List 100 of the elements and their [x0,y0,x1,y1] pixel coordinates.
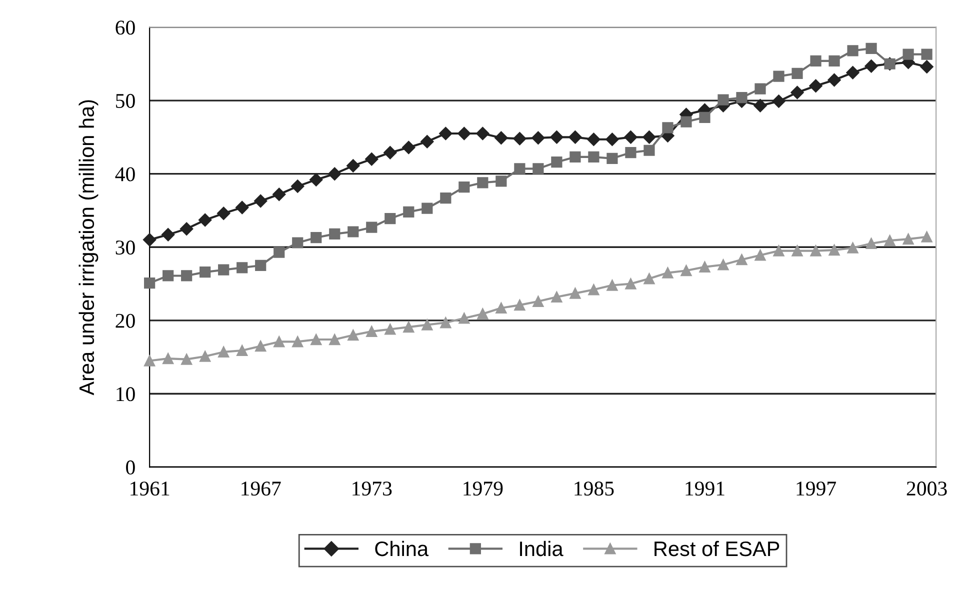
point [329,228,340,240]
point [218,346,230,358]
point [662,122,674,134]
point [440,317,452,328]
point [810,55,822,66]
point [255,340,266,352]
point [718,259,729,270]
point [736,92,748,104]
point [255,260,266,272]
point [403,206,414,218]
point [496,176,507,187]
point [458,312,470,324]
point [699,112,710,123]
point [606,152,618,164]
point [402,140,416,154]
point [828,55,840,66]
point [236,344,248,356]
point [568,130,582,144]
point [847,242,858,254]
point [680,265,692,276]
point [310,173,323,186]
y-tick-label: 40 [115,167,135,182]
y-tick-label: 60 [116,20,135,35]
point [902,234,914,245]
point [532,163,544,174]
point [920,60,934,74]
point [200,350,211,362]
point [494,131,508,145]
point [606,132,619,146]
point [902,48,914,60]
point [828,73,841,87]
point [476,126,490,140]
point [200,266,211,278]
point [662,267,674,278]
point [496,302,507,314]
point [754,250,766,261]
point [773,245,784,256]
point [218,264,230,276]
x-tick-label: 2003 [906,482,947,496]
point [718,94,729,106]
point [310,334,322,346]
point [551,291,562,303]
point [514,300,526,311]
point [366,326,378,337]
point [181,354,192,365]
point [291,180,304,193]
point [329,334,340,346]
point [310,232,322,244]
point [292,336,304,348]
y-tick-label: 0 [126,460,135,474]
legend-label: India [520,540,564,556]
point [642,130,656,144]
point [477,308,488,320]
point [570,151,581,163]
x-tick-label: 1997 [796,482,836,496]
point [773,70,784,82]
point [754,83,766,94]
point [866,238,877,250]
point [866,42,877,54]
point [236,200,249,214]
point [884,234,896,246]
point [274,336,285,348]
point [217,206,230,220]
point [348,226,359,238]
point [864,59,878,73]
legend-label: China [375,540,429,556]
point [550,130,564,144]
point [144,355,156,366]
y-tick-label: 50 [116,94,135,108]
point [644,144,655,156]
x-tick-label: 1967 [242,482,281,496]
point [254,194,268,208]
point [161,228,175,242]
point [236,262,248,274]
point [606,280,618,291]
point [366,222,378,233]
point [440,192,452,204]
point [625,278,636,290]
point [513,132,526,146]
point [625,147,636,158]
point [403,321,414,333]
point [422,202,433,214]
point [810,245,822,256]
point [328,167,342,180]
point [772,94,786,108]
point [588,151,600,163]
point [420,134,434,148]
point [458,181,470,193]
point [551,156,562,168]
y-axis-title: Area under irrigation (million ha) [78,100,98,396]
point [792,68,803,79]
point [180,222,194,236]
x-tick-label: 1985 [574,482,614,496]
point [790,86,804,100]
point [921,231,932,242]
y-tick-label: 30 [116,240,135,255]
point [365,152,378,166]
y-tick-label: 20 [116,314,135,328]
point [162,353,174,364]
point [477,177,488,188]
